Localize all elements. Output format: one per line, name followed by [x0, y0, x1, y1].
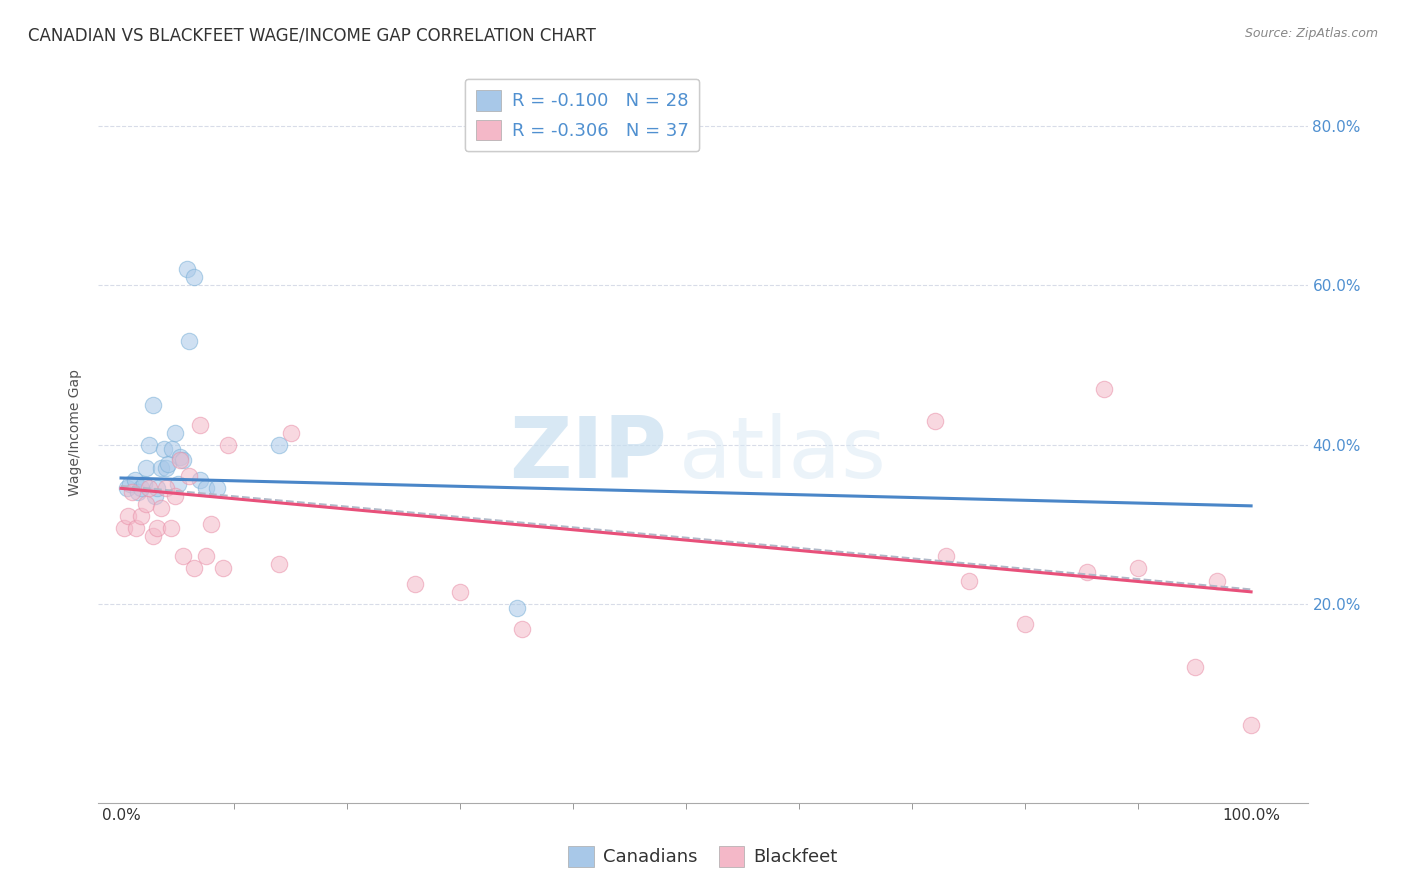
Point [183, 561, 205, 575]
Point [924, 414, 946, 428]
Point [135, 497, 157, 511]
Point [183, 270, 205, 285]
Point [124, 474, 146, 488]
Point [166, 477, 188, 491]
Point [131, 509, 153, 524]
Legend: R = -0.100   N = 28, R = -0.306   N = 37: R = -0.100 N = 28, R = -0.306 N = 37 [465, 78, 699, 152]
Point [120, 477, 142, 491]
Point [131, 481, 153, 495]
Text: ZIP: ZIP [509, 413, 666, 496]
Point [172, 453, 194, 467]
Point [159, 521, 181, 535]
Point [200, 517, 222, 532]
Point [205, 481, 228, 495]
Point [117, 509, 139, 524]
Point [165, 489, 187, 503]
Point [138, 481, 160, 495]
Point [194, 549, 217, 563]
Point [404, 577, 426, 591]
Point [957, 574, 980, 589]
Point [510, 622, 533, 636]
Point [177, 334, 200, 348]
Point [1092, 382, 1115, 396]
Point [269, 557, 291, 571]
Point [149, 461, 172, 475]
Point [1240, 718, 1263, 732]
Point [1014, 616, 1036, 631]
Point [172, 549, 194, 563]
Point [112, 521, 135, 535]
Point [935, 549, 957, 563]
Point [115, 481, 138, 495]
Text: CANADIAN VS BLACKFEET WAGE/INCOME GAP CORRELATION CHART: CANADIAN VS BLACKFEET WAGE/INCOME GAP CO… [28, 27, 596, 45]
Point [269, 437, 291, 451]
Point [194, 481, 217, 495]
Point [138, 437, 160, 451]
Point [176, 262, 198, 277]
Point [165, 425, 187, 440]
Point [449, 584, 471, 599]
Point [132, 477, 155, 491]
Point [217, 437, 239, 451]
Point [142, 529, 165, 543]
Point [169, 450, 191, 464]
Y-axis label: Wage/Income Gap: Wage/Income Gap [69, 369, 83, 496]
Point [1126, 561, 1149, 575]
Point [280, 425, 302, 440]
Point [149, 501, 172, 516]
Point [146, 521, 169, 535]
Point [505, 600, 527, 615]
Text: Source: ZipAtlas.com: Source: ZipAtlas.com [1244, 27, 1378, 40]
Point [153, 442, 176, 456]
Point [157, 458, 180, 472]
Point [146, 481, 169, 495]
Point [211, 561, 233, 575]
Point [135, 461, 157, 475]
Point [177, 469, 200, 483]
Point [1206, 574, 1229, 589]
Point [142, 398, 165, 412]
Point [1184, 660, 1206, 674]
Point [125, 521, 148, 535]
Point [121, 485, 143, 500]
Point [188, 417, 211, 432]
Point [155, 461, 177, 475]
Point [1076, 565, 1098, 579]
Legend: Canadians, Blackfeet: Canadians, Blackfeet [561, 838, 845, 874]
Point [155, 481, 177, 495]
Point [127, 485, 149, 500]
Point [188, 474, 211, 488]
Point [143, 489, 166, 503]
Text: atlas: atlas [679, 413, 887, 496]
Point [169, 453, 191, 467]
Point [160, 442, 183, 456]
